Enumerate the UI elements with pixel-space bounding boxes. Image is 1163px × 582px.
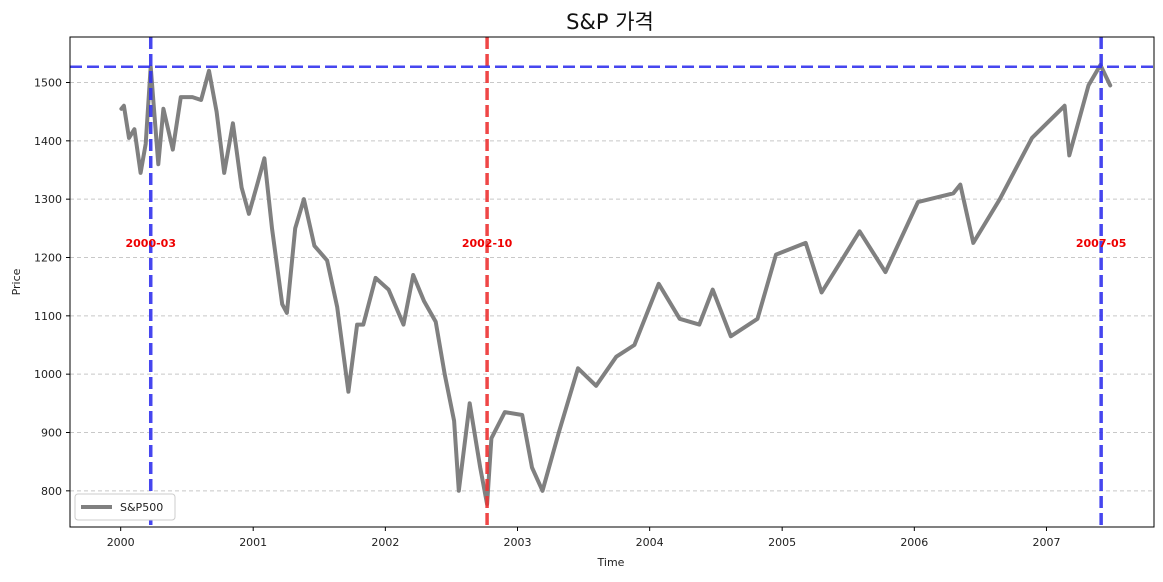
legend-box bbox=[74, 493, 176, 521]
chart-title: S&P 가격 bbox=[566, 10, 654, 34]
date-annotation: 2000-03 bbox=[125, 237, 176, 250]
y-axis-title: Price bbox=[10, 268, 23, 295]
legend-label: S&P500 bbox=[120, 501, 163, 514]
date-annotation: 2007-05 bbox=[1076, 237, 1127, 250]
series-line bbox=[119, 63, 1113, 507]
legend: S&P500 bbox=[74, 493, 176, 521]
x-tick-label: 2007 bbox=[1032, 536, 1060, 549]
y-tick-label: 1200 bbox=[34, 252, 62, 265]
x-axis: 2000 2001 2002 2003 2004 2005 2006 2007 bbox=[107, 527, 1060, 549]
y-tick-label: 1100 bbox=[34, 310, 62, 323]
y-tick-label: 1300 bbox=[34, 193, 62, 206]
y-axis: 800 900 1000 1100 1200 1300 1400 1500 bbox=[34, 77, 70, 498]
x-tick-label: 2002 bbox=[371, 536, 399, 549]
x-tick-label: 2003 bbox=[504, 536, 532, 549]
x-tick-label: 2005 bbox=[768, 536, 796, 549]
reference-lines bbox=[70, 37, 1154, 527]
y-tick-label: 1400 bbox=[34, 135, 62, 148]
plot-frame bbox=[69, 36, 1155, 528]
x-tick-label: 2004 bbox=[636, 536, 664, 549]
x-tick-label: 2001 bbox=[239, 536, 267, 549]
line-layer bbox=[119, 63, 1113, 507]
y-tick-label: 800 bbox=[41, 485, 62, 498]
y-tick-label: 1500 bbox=[34, 77, 62, 90]
grid-layer bbox=[70, 82, 1154, 492]
annotations: 2000-03 2002-10 2007-05 bbox=[125, 237, 1126, 250]
y-tick-label: 1000 bbox=[34, 368, 62, 381]
date-annotation: 2002-10 bbox=[462, 237, 513, 250]
y-tick-label: 900 bbox=[41, 427, 62, 440]
x-axis-title: Time bbox=[597, 556, 625, 569]
x-tick-label: 2006 bbox=[900, 536, 928, 549]
x-tick-label: 2000 bbox=[107, 536, 135, 549]
